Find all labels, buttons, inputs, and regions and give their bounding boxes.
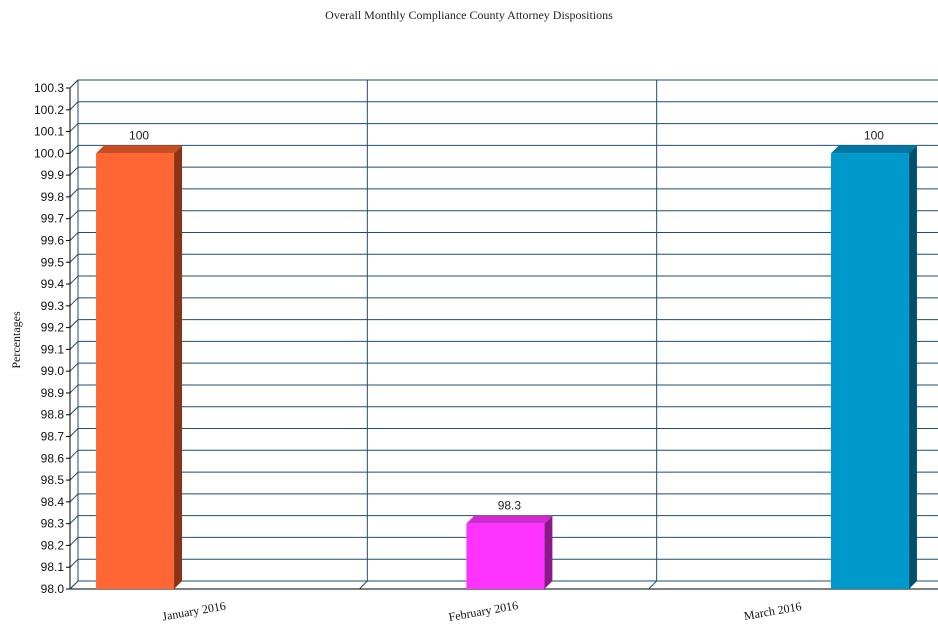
bar: [830, 153, 909, 589]
y-tick-label: 99.2: [41, 321, 65, 335]
y-tick-label: 98.6: [41, 451, 65, 465]
y-tick-label: 98.7: [41, 430, 65, 444]
bar-top: [466, 515, 553, 524]
gridline-side: [69, 232, 79, 241]
data-label: 100: [864, 128, 884, 142]
y-tick-label: 100.0: [34, 146, 64, 160]
y-tick-label: 99.8: [41, 190, 65, 204]
gridline-side: [69, 493, 79, 503]
y-tick-label: 98.0: [41, 582, 65, 596]
plot-area: 98.0 98.1 98.2 98.3 98.4 98.5 98.6 98.7 98.8 98.9…: [34, 79, 938, 624]
y-tick-label: 99.1: [41, 342, 65, 356]
gridline-side: [69, 253, 79, 263]
y-tick-label: 98.5: [41, 473, 65, 487]
gridline-side: [69, 428, 79, 437]
y-tick-label: 98.2: [41, 538, 65, 552]
gridline-side: [69, 101, 79, 111]
y-tick-label: 98.1: [41, 560, 65, 574]
y-tick-label: 99.4: [41, 277, 65, 291]
y-tick-label: 100.2: [34, 103, 64, 117]
y-tick-label: 98.3: [41, 517, 65, 531]
chart-title: Overall Monthly Compliance County Attorn…: [325, 8, 613, 22]
category-separator-floor: [648, 580, 658, 590]
bar-side: [908, 145, 917, 589]
gridline-side: [69, 558, 79, 568]
y-tick-label: 99.5: [41, 255, 65, 269]
x-tick-label: February 2016: [447, 598, 519, 624]
bar-top: [830, 145, 917, 154]
gridline-side: [69, 471, 79, 481]
axis-corner-top: [69, 79, 79, 89]
gridline-side: [69, 144, 79, 154]
data-label: 100: [129, 128, 149, 142]
category-separator-floor: [358, 580, 368, 590]
y-tick-label: 98.4: [41, 495, 65, 509]
gridline-side: [69, 362, 79, 372]
y-tick-label: 99.7: [41, 212, 65, 226]
y-tick-label: 99.3: [41, 299, 65, 313]
gridline-side: [69, 384, 79, 394]
gridline-side: [69, 537, 79, 546]
gridline-side: [69, 123, 79, 132]
y-tick-label: 100.1: [34, 125, 64, 139]
axis-corner-bottom: [69, 580, 79, 590]
bar-side: [174, 145, 183, 589]
bar-side: [544, 515, 553, 589]
gridline-side: [69, 341, 79, 350]
bar-top: [96, 145, 183, 154]
y-tick-label: 98.9: [41, 386, 65, 400]
bar: [466, 523, 545, 589]
x-tick-label: January 2016: [161, 599, 227, 624]
y-tick-label: 99.6: [41, 233, 65, 247]
bar: [96, 153, 175, 589]
gridline-side: [69, 449, 79, 459]
y-axis-title: Percentages: [9, 311, 23, 369]
y-tick-label: 99.9: [41, 168, 65, 182]
gridline-side: [69, 188, 79, 198]
gridline-side: [69, 166, 79, 176]
gridline-side: [69, 319, 79, 328]
gridline-side: [69, 297, 79, 307]
gridline-side: [69, 515, 79, 525]
x-tick-label: March 2016: [743, 599, 803, 623]
gridline-side: [69, 210, 79, 220]
y-tick-label: 99.0: [41, 364, 65, 378]
y-tick-label: 98.8: [41, 408, 65, 422]
gridline-side: [69, 275, 79, 285]
y-tick-label: 100.3: [34, 81, 64, 95]
data-label: 98.3: [498, 499, 522, 513]
gridline-side: [69, 406, 79, 416]
